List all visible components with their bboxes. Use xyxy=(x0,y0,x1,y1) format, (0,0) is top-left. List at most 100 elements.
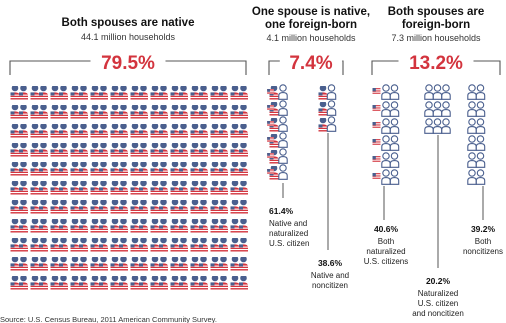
panel-title: foreign-born xyxy=(402,19,470,31)
couple-icon-native-native xyxy=(190,255,208,271)
couple-icon-native-native xyxy=(30,103,48,119)
breakdown-percent: 38.6% xyxy=(318,258,343,268)
couple-icon-native-native xyxy=(130,198,148,214)
couple-icon-native-native xyxy=(130,84,148,100)
couple-icon-native-native xyxy=(170,84,188,100)
couple-icon-native-native xyxy=(70,274,88,290)
couple-icon-native-native xyxy=(170,160,188,176)
couple-icon-native-native xyxy=(190,141,208,157)
panel-title: one foreign-born xyxy=(265,19,357,31)
breakdown-percent: 40.6% xyxy=(374,224,399,234)
couple-icon-native-native xyxy=(170,236,188,252)
couple-icon-native-native xyxy=(70,236,88,252)
couple-icon-native-native xyxy=(110,198,128,214)
couple-icon-native-native xyxy=(130,236,148,252)
breakdown-percent: 20.2% xyxy=(426,276,451,286)
panel-title: Both spouses are native xyxy=(62,17,195,29)
couple-icon-native-native xyxy=(110,141,128,157)
panel-brackets xyxy=(9,60,501,268)
couple-icon-native-native xyxy=(230,217,248,233)
breakdown-percent: 39.2% xyxy=(471,224,496,234)
couple-icon-native-native xyxy=(230,160,248,176)
couple-icon-native-native xyxy=(10,236,28,252)
couple-icon-native-native xyxy=(110,103,128,119)
couple-icon-native-native xyxy=(90,160,108,176)
couple-icon-native-native xyxy=(70,141,88,157)
couple-icon-native-native xyxy=(170,122,188,138)
breakdown-label: Both xyxy=(475,237,491,246)
panel-percent: 79.5% xyxy=(101,53,155,74)
couple-icon-native-native xyxy=(210,122,228,138)
couple-icon-native-native xyxy=(30,255,48,271)
breakdown-label: naturalized xyxy=(366,247,405,256)
couple-icon-native-native xyxy=(190,236,208,252)
couple-icon-native-native xyxy=(50,198,68,214)
couple-icon-native-native xyxy=(10,103,28,119)
couple-icon-native-native xyxy=(10,255,28,271)
couple-icon-native-native xyxy=(90,84,108,100)
couple-icon-native-native xyxy=(90,179,108,195)
couple-icon-native-native xyxy=(50,103,68,119)
couple-icon-both-noncitizens xyxy=(467,169,486,185)
couple-icon-native-naturalized xyxy=(267,116,288,132)
couple-icon-native-native xyxy=(230,255,248,271)
couple-icon-native-native xyxy=(30,236,48,252)
couple-icon-native-native xyxy=(210,236,228,252)
couple-icon-native-native xyxy=(190,217,208,233)
couple-icon-native-native xyxy=(10,84,28,100)
couple-icon-native-native xyxy=(30,274,48,290)
couple-icon-native-native xyxy=(110,236,128,252)
couple-icon-native-native xyxy=(50,274,68,290)
panel-title: Both spouses are xyxy=(388,6,485,18)
couple-icon-native-native xyxy=(30,122,48,138)
couple-icon-native-native xyxy=(130,255,148,271)
couple-icon-native-native xyxy=(10,141,28,157)
couple-icon-native-native xyxy=(50,179,68,195)
couple-icon-native-native xyxy=(10,122,28,138)
breakdown-label: Naturalized xyxy=(418,289,458,298)
couple-icon-native-native xyxy=(190,160,208,176)
breakdown-label: Native and xyxy=(311,271,349,280)
couple-icon-native-naturalized xyxy=(267,132,288,148)
couple-icon-native-native xyxy=(90,122,108,138)
couple-icon-native-native xyxy=(50,160,68,176)
couple-icon-both-noncitizens xyxy=(467,152,486,168)
panel-title: One spouse is native, xyxy=(252,6,370,18)
couple-icon-native-native xyxy=(70,217,88,233)
couple-icon-native-native xyxy=(70,179,88,195)
couple-icon-native-noncitizen xyxy=(318,100,337,116)
couple-icon-native-native xyxy=(50,236,68,252)
couple-icon-naturalized-noncitizen xyxy=(424,84,451,100)
couple-icon-native-native xyxy=(90,274,108,290)
couple-icon-both-noncitizens xyxy=(467,135,486,151)
couple-icon-native-native xyxy=(210,84,228,100)
couple-icon-native-native xyxy=(30,141,48,157)
couple-icon-native-native xyxy=(110,122,128,138)
couple-icon-native-native xyxy=(90,217,108,233)
couple-icon-native-native xyxy=(130,274,148,290)
couple-icon-native-native xyxy=(170,103,188,119)
couple-icon-both-noncitizens xyxy=(467,101,486,117)
couple-icon-native-native xyxy=(170,217,188,233)
couple-icon-native-native xyxy=(230,274,248,290)
couple-icon-native-naturalized xyxy=(267,148,288,164)
couple-icon-native-native xyxy=(110,274,128,290)
couple-icon-native-native xyxy=(210,274,228,290)
breakdown-label: and noncitizen xyxy=(412,309,464,318)
couple-icon-native-native xyxy=(70,103,88,119)
couple-icon-native-native xyxy=(130,103,148,119)
couple-icon-native-native xyxy=(190,103,208,119)
couple-icon-native-native xyxy=(110,179,128,195)
pictogram-icons xyxy=(10,84,486,290)
couple-icon-native-native xyxy=(170,274,188,290)
couple-icon-native-native xyxy=(210,103,228,119)
couple-icon-native-native xyxy=(210,217,228,233)
couple-icon-native-native xyxy=(10,160,28,176)
couple-icon-native-native xyxy=(10,274,28,290)
couple-icon-native-native xyxy=(230,179,248,195)
couple-icon-native-native xyxy=(30,179,48,195)
panel-percent: 13.2% xyxy=(409,53,463,74)
couple-icon-native-native xyxy=(150,274,168,290)
panel-bracket xyxy=(371,60,501,75)
